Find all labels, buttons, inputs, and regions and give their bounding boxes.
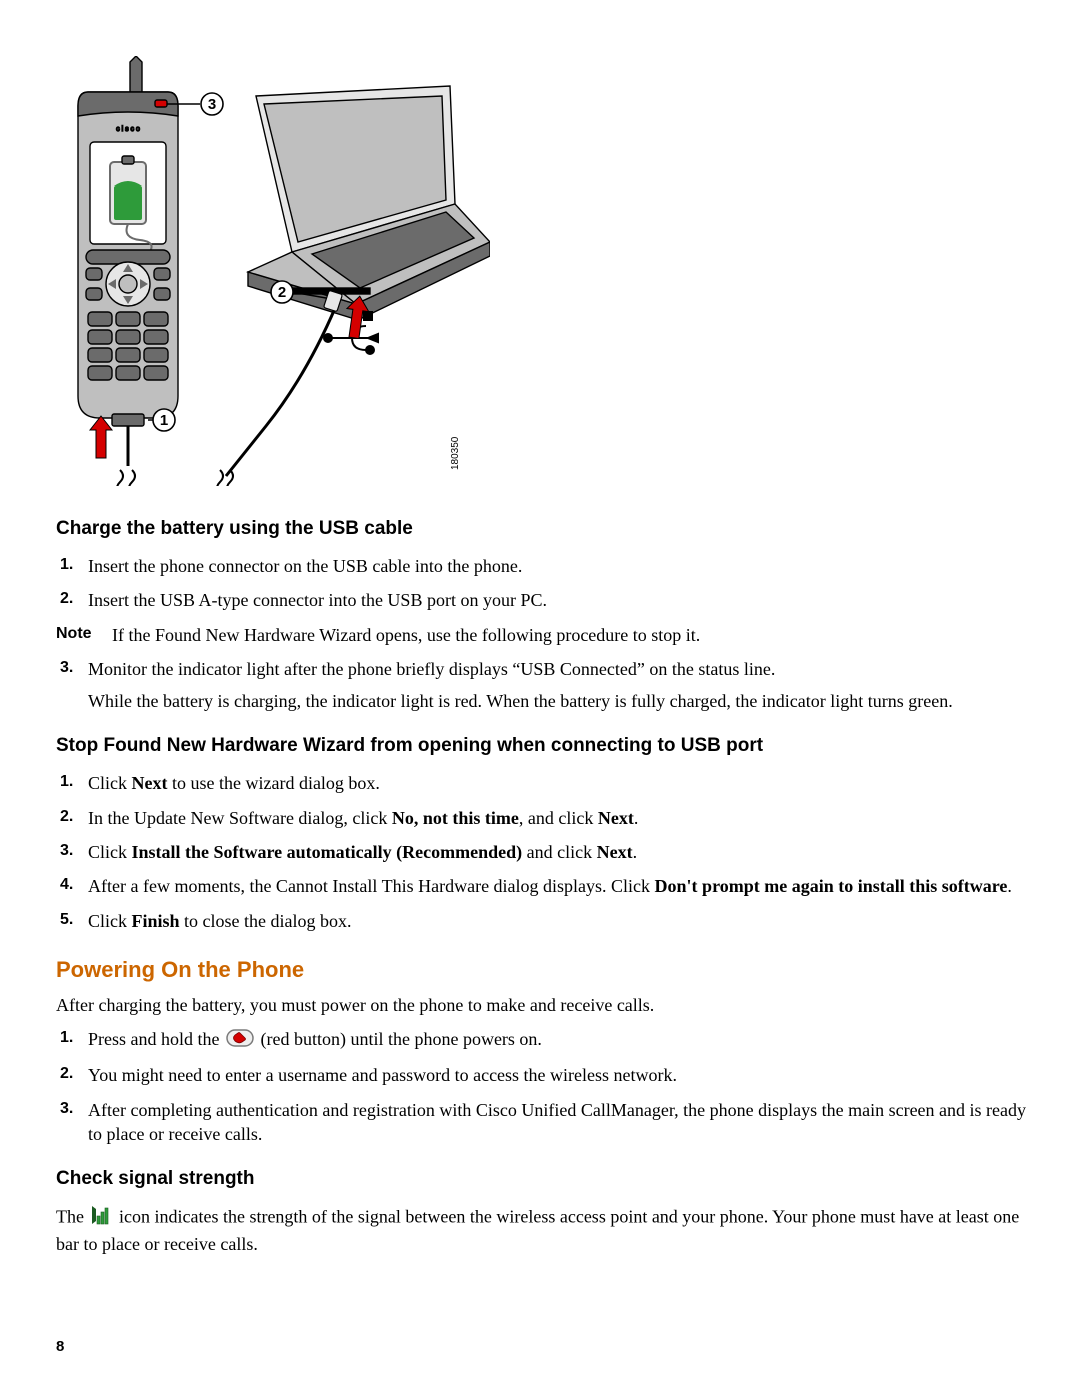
page-number: 8 <box>56 1338 64 1355</box>
step-text: Click Finish to close the dialog box. <box>88 909 1028 933</box>
step-number: 5. <box>56 909 88 931</box>
steps-wizard: 1. Click Next to use the wizard dialog b… <box>56 771 1028 932</box>
step-number: 2. <box>56 806 88 828</box>
step-number: 1. <box>56 1027 88 1049</box>
step-text: After a few moments, the Cannot Install … <box>88 874 1028 898</box>
t: and click <box>522 842 596 862</box>
heading-signal-strength: Check signal strength <box>56 1168 1028 1190</box>
step-number: 1. <box>56 771 88 793</box>
step-number: 2. <box>56 588 88 610</box>
steps-charge: 1. Insert the phone connector on the USB… <box>56 554 1028 713</box>
signal-text: The icon indicates the strength of the s… <box>56 1204 1028 1257</box>
step-text: Monitor the indicator light after the ph… <box>88 657 1028 714</box>
callout-3: 3 <box>208 96 216 113</box>
t: Click <box>88 773 132 793</box>
step-text: Insert the USB A-type connector into the… <box>88 588 1028 612</box>
t: Click <box>88 842 132 862</box>
t: Next <box>598 808 634 828</box>
t: After a few moments, the Cannot Install … <box>88 876 655 896</box>
t: Finish <box>132 911 180 931</box>
callout-1: 1 <box>160 412 168 429</box>
drawing-number: 180350 <box>450 436 461 470</box>
step-number: 3. <box>56 657 88 679</box>
t: Don't prompt me again to install this so… <box>655 876 1008 896</box>
step3-line2: While the battery is charging, the indic… <box>88 689 1028 713</box>
heading-stop-wizard: Stop Found New Hardware Wizard from open… <box>56 735 1028 757</box>
step-number: 2. <box>56 1063 88 1085</box>
heading-charge-usb: Charge the battery using the USB cable <box>56 518 1028 540</box>
usb-charging-diagram: c i s c o <box>60 56 490 486</box>
svg-text:c i s c o: c i s c o <box>116 126 140 133</box>
t: to close the dialog box. <box>180 911 352 931</box>
t: (red button) until the phone powers on. <box>260 1029 541 1049</box>
step-text: After completing authentication and regi… <box>88 1098 1028 1147</box>
t: . <box>634 808 639 828</box>
step-text: You might need to enter a username and p… <box>88 1063 1028 1087</box>
note-label: Note <box>56 623 112 645</box>
step-number: 4. <box>56 874 88 896</box>
t: , and click <box>519 808 598 828</box>
t: The <box>56 1206 88 1226</box>
signal-strength-icon <box>90 1204 112 1232</box>
steps-power: 1. Press and hold the (red button) until… <box>56 1027 1028 1146</box>
step-text: In the Update New Software dialog, click… <box>88 806 1028 830</box>
red-button-icon <box>226 1029 254 1053</box>
t: to use the wizard dialog box. <box>167 773 379 793</box>
t: Next <box>132 773 168 793</box>
step-number: 1. <box>56 554 88 576</box>
note-text: If the Found New Hardware Wizard opens, … <box>112 623 1028 647</box>
t: icon indicates the strength of the signa… <box>56 1206 1019 1254</box>
t: . <box>633 842 638 862</box>
step-number: 3. <box>56 1098 88 1120</box>
step-text: Press and hold the (red button) until th… <box>88 1027 1028 1053</box>
t: In the Update New Software dialog, click <box>88 808 392 828</box>
step-text: Click Install the Software automatically… <box>88 840 1028 864</box>
callout-2: 2 <box>278 284 286 301</box>
t: Next <box>597 842 633 862</box>
step-text: Insert the phone connector on the USB ca… <box>88 554 1028 578</box>
t: Press and hold the <box>88 1029 224 1049</box>
step-number: 3. <box>56 840 88 862</box>
power-intro: After charging the battery, you must pow… <box>56 993 1028 1017</box>
step-text: Click Next to use the wizard dialog box. <box>88 771 1028 795</box>
step3-line1: Monitor the indicator light after the ph… <box>88 659 775 679</box>
t: . <box>1007 876 1012 896</box>
t: Click <box>88 911 132 931</box>
t: No, not this time <box>392 808 519 828</box>
t: Install the Software automatically (Reco… <box>132 842 523 862</box>
heading-powering-on: Powering On the Phone <box>56 957 1028 983</box>
